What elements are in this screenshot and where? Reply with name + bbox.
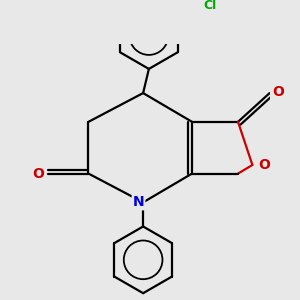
Text: O: O <box>258 158 270 172</box>
Text: N: N <box>133 195 144 209</box>
Text: O: O <box>32 167 44 181</box>
Text: O: O <box>272 85 284 99</box>
Text: Cl: Cl <box>204 0 217 12</box>
